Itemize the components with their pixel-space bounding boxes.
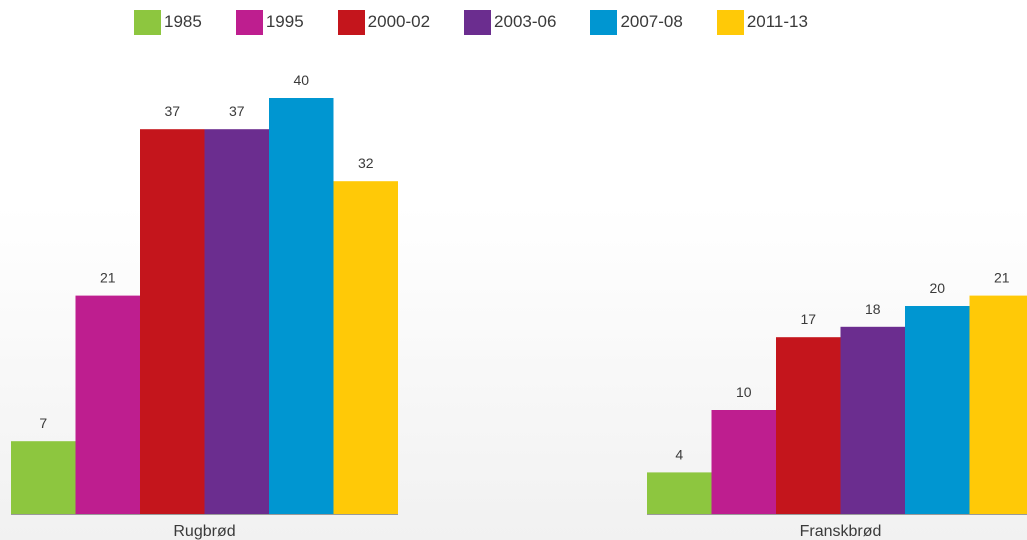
category-label-rugbrød: Rugbrød <box>173 523 235 540</box>
bar-rugbrød-2000-02 <box>140 129 205 514</box>
data-label-franskbrød-1995: 10 <box>736 384 752 400</box>
bar-franskbrød-2000-02 <box>776 337 841 514</box>
legend-item-2000-02: 2000-02 <box>337 9 431 35</box>
legend-label-1985: 1985 <box>164 12 202 31</box>
legend-label-1995: 1995 <box>265 12 304 31</box>
category-label-franskbrød: Franskbrød <box>800 523 882 540</box>
legend-item-2007-08: 2007-08 <box>590 9 683 35</box>
data-label-rugbrød-2000-02: 37 <box>165 103 181 119</box>
legend-label-2007-08: 2007-08 <box>620 12 683 31</box>
legend: 1985 1995 2000-02 2003-06 2007-08 2011-1… <box>134 9 842 35</box>
legend-label-2011-13: 2011-13 <box>746 12 808 31</box>
data-label-franskbrød-2007-08: 20 <box>930 280 946 296</box>
bar-franskbrød-2003-06 <box>840 326 905 514</box>
legend-swatch-2000-02 <box>337 9 365 35</box>
legend-item-1995: 1995 <box>235 9 304 35</box>
data-label-franskbrød-2011-13: 21 <box>994 270 1010 286</box>
bar-franskbrød-1985 <box>647 472 712 514</box>
bar-rugbrød-1995 <box>75 295 140 514</box>
legend-item-2011-13: 2011-13 <box>716 9 808 35</box>
bar-franskbrød-1995 <box>711 410 776 514</box>
data-label-franskbrød-1985: 4 <box>675 446 683 462</box>
bar-rugbrød-2007-08 <box>269 98 334 514</box>
legend-label-2003-06: 2003-06 <box>494 12 557 31</box>
legend-swatch-2003-06 <box>464 9 492 35</box>
bar-franskbrød-2007-08 <box>905 306 970 514</box>
data-label-franskbrød-2000-02: 17 <box>801 311 817 327</box>
data-label-rugbrød-1995: 21 <box>100 270 116 286</box>
legend-item-1985: 1985 <box>134 9 202 35</box>
data-label-rugbrød-1985: 7 <box>39 415 47 431</box>
legend-item-2003-06: 2003-06 <box>464 9 557 35</box>
legend-swatch-1995 <box>235 9 263 35</box>
legend-swatch-2007-08 <box>590 9 618 35</box>
bar-rugbrød-2003-06 <box>204 129 269 514</box>
data-label-franskbrød-2003-06: 18 <box>865 301 881 317</box>
data-label-rugbrød-2003-06: 37 <box>229 103 245 119</box>
legend-label-2000-02: 2000-02 <box>367 12 431 31</box>
legend-swatch-2011-13 <box>716 9 744 35</box>
bar-rugbrød-2011-13 <box>333 181 398 514</box>
bar-rugbrød-1985 <box>11 441 76 514</box>
data-label-rugbrød-2007-08: 40 <box>294 72 310 88</box>
legend-swatch-1985 <box>134 9 161 35</box>
bar-franskbrød-2011-13 <box>969 295 1027 514</box>
data-label-rugbrød-2011-13: 32 <box>358 155 374 171</box>
